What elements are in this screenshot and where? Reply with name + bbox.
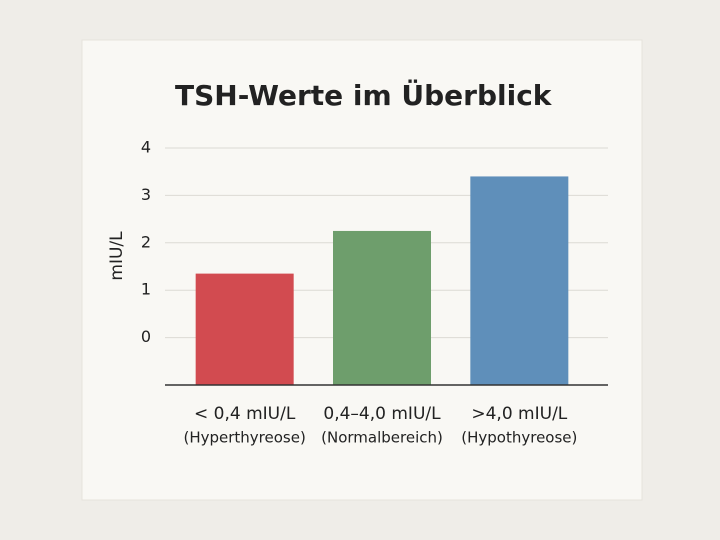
bar <box>195 273 294 385</box>
y-tick-label: 2 <box>141 232 151 251</box>
x-tick-label: 0,4–4,0 mIU/L <box>323 404 441 424</box>
x-tick-label: (Normalbereich) <box>321 429 443 447</box>
y-tick-label: 3 <box>141 185 151 204</box>
x-tick-label: (Hyperthyreose) <box>183 429 305 447</box>
bar <box>470 176 569 385</box>
x-tick-label: < 0,4 mIU/L <box>194 404 296 424</box>
y-tick-label: 0 <box>141 327 151 346</box>
y-axis-label: mIU/L <box>107 231 127 281</box>
y-tick-label: 4 <box>141 138 151 157</box>
x-tick-label: (Hypothyreose) <box>461 429 577 447</box>
x-tick-label: >4,0 mIU/L <box>471 404 567 424</box>
bar <box>333 230 431 385</box>
chart-title: TSH-Werte im Überblick <box>175 78 553 112</box>
y-tick-label: 1 <box>141 280 151 299</box>
